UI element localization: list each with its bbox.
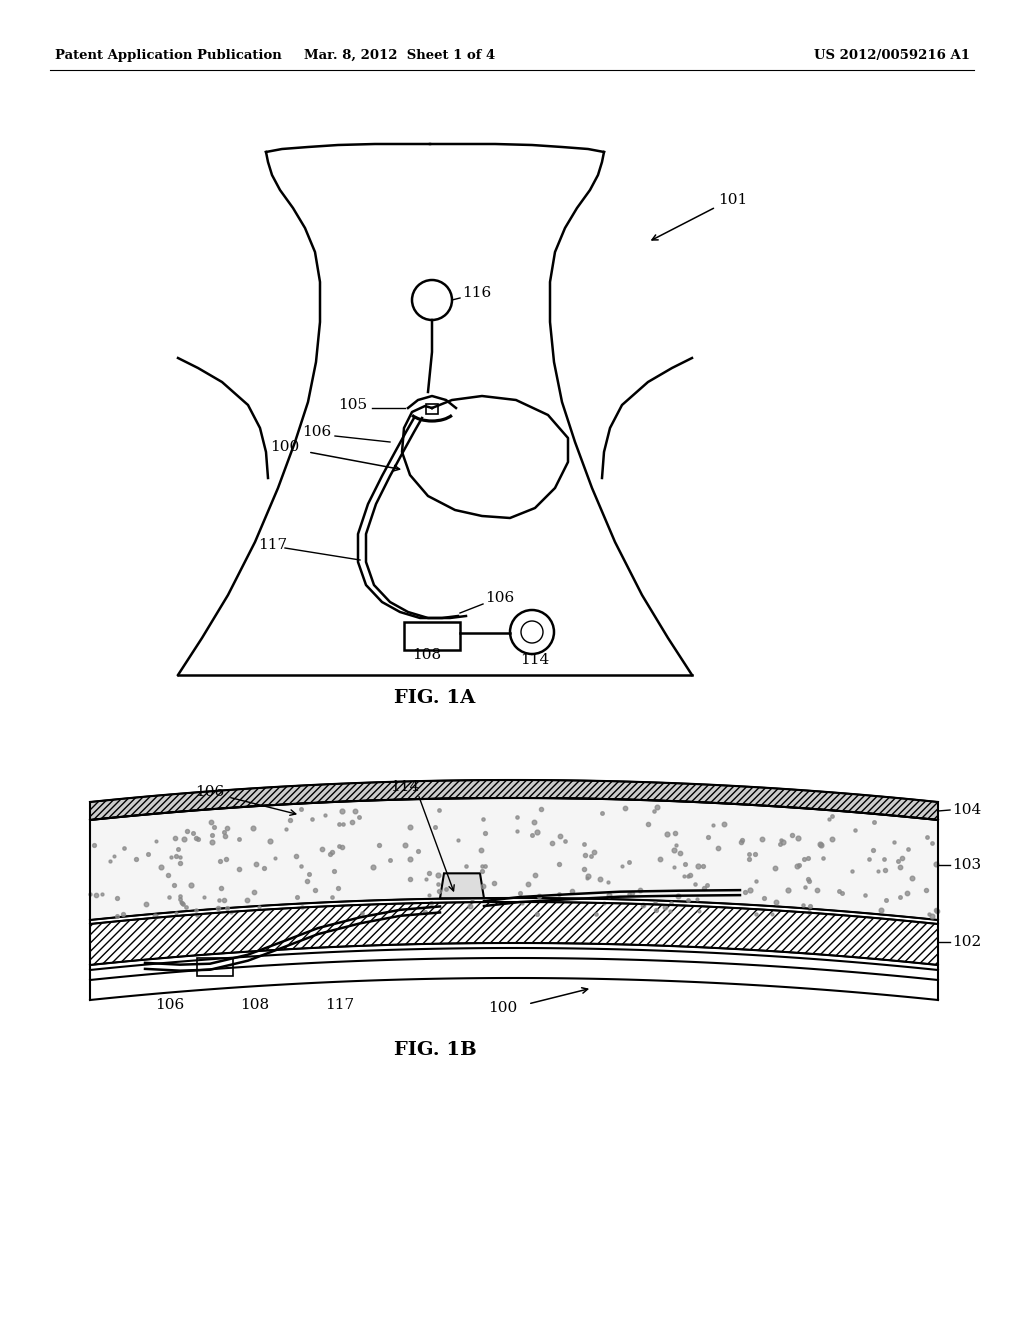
Text: 117: 117 bbox=[258, 539, 287, 552]
Text: 101: 101 bbox=[718, 193, 748, 207]
Text: 114: 114 bbox=[390, 780, 419, 795]
Text: 103: 103 bbox=[952, 858, 981, 873]
Text: 108: 108 bbox=[412, 648, 441, 663]
FancyBboxPatch shape bbox=[404, 622, 460, 649]
Text: 106: 106 bbox=[155, 998, 184, 1012]
Text: 100: 100 bbox=[488, 1001, 517, 1015]
Text: 100: 100 bbox=[270, 440, 299, 454]
Text: 108: 108 bbox=[240, 998, 269, 1012]
Polygon shape bbox=[90, 799, 938, 920]
FancyBboxPatch shape bbox=[197, 958, 233, 975]
Polygon shape bbox=[90, 902, 938, 965]
Text: 106: 106 bbox=[485, 591, 514, 605]
Text: 102: 102 bbox=[952, 935, 981, 949]
Polygon shape bbox=[90, 780, 938, 820]
Text: Patent Application Publication: Patent Application Publication bbox=[55, 49, 282, 62]
Text: FIG. 1B: FIG. 1B bbox=[393, 1041, 476, 1059]
Text: 106: 106 bbox=[302, 425, 331, 440]
Text: FIG. 1A: FIG. 1A bbox=[394, 689, 475, 708]
Text: Mar. 8, 2012  Sheet 1 of 4: Mar. 8, 2012 Sheet 1 of 4 bbox=[304, 49, 496, 62]
Text: 106: 106 bbox=[195, 785, 224, 799]
Polygon shape bbox=[440, 874, 484, 899]
Text: 117: 117 bbox=[325, 998, 354, 1012]
Text: 114: 114 bbox=[520, 653, 549, 667]
Text: US 2012/0059216 A1: US 2012/0059216 A1 bbox=[814, 49, 970, 62]
FancyBboxPatch shape bbox=[426, 404, 438, 414]
Text: 116: 116 bbox=[462, 286, 492, 300]
Text: 105: 105 bbox=[338, 399, 368, 412]
Text: 104: 104 bbox=[952, 803, 981, 817]
